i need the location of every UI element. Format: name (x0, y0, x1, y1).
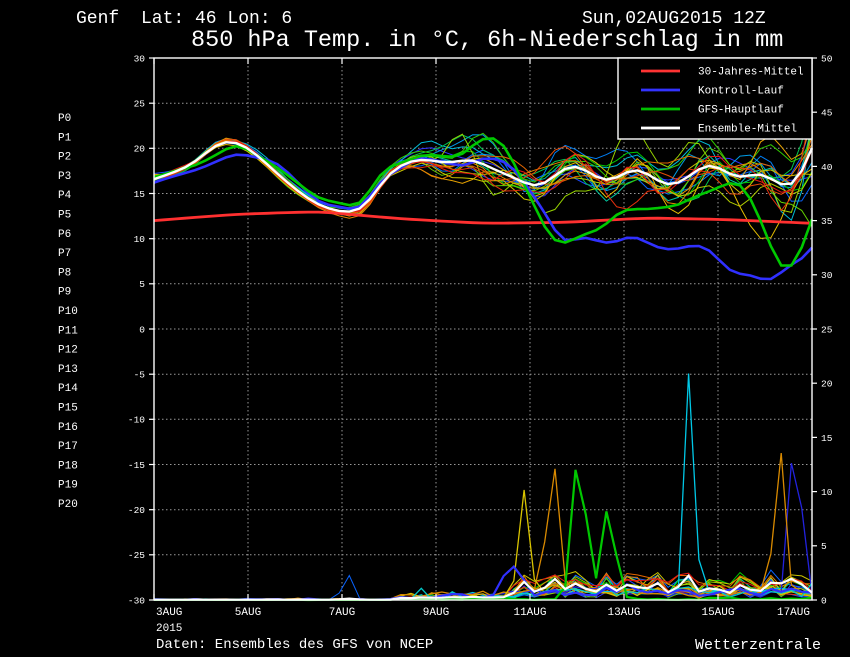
svg-text:9AUG: 9AUG (423, 607, 449, 619)
svg-text:11AUG: 11AUG (513, 607, 546, 619)
svg-text:25: 25 (134, 99, 146, 110)
svg-text:Ensemble-Mittel: Ensemble-Mittel (698, 124, 797, 136)
svg-text:P1: P1 (58, 132, 72, 144)
svg-text:P16: P16 (58, 422, 78, 434)
svg-text:P7: P7 (58, 248, 71, 260)
svg-text:Daten: Ensembles des GFS von N: Daten: Ensembles des GFS von NCEP (156, 637, 433, 653)
svg-text:0: 0 (139, 324, 145, 335)
svg-text:-15: -15 (128, 460, 145, 471)
svg-text:10: 10 (821, 487, 833, 498)
svg-text:P2: P2 (58, 152, 71, 164)
svg-text:20: 20 (821, 379, 833, 390)
svg-text:3AUG: 3AUG (156, 607, 182, 619)
svg-text:P9: P9 (58, 287, 71, 299)
svg-text:P18: P18 (58, 460, 78, 472)
svg-text:P20: P20 (58, 499, 78, 511)
svg-text:20: 20 (134, 144, 146, 155)
svg-text:Lat: 46 Lon: 6: Lat: 46 Lon: 6 (141, 9, 292, 29)
svg-text:0: 0 (821, 595, 827, 606)
svg-text:40: 40 (821, 162, 833, 173)
svg-text:7AUG: 7AUG (329, 607, 355, 619)
svg-text:30: 30 (134, 53, 146, 64)
svg-text:45: 45 (821, 108, 833, 119)
svg-text:15: 15 (134, 189, 146, 200)
svg-text:P6: P6 (58, 229, 71, 241)
svg-text:-5: -5 (134, 370, 146, 381)
svg-text:15AUG: 15AUG (701, 607, 734, 619)
svg-text:30-Jahres-Mittel: 30-Jahres-Mittel (698, 67, 804, 79)
svg-text:-20: -20 (128, 505, 145, 516)
svg-text:Kontroll-Lauf: Kontroll-Lauf (698, 86, 784, 98)
svg-text:5AUG: 5AUG (235, 607, 261, 619)
svg-text:Wetterzentrale: Wetterzentrale (695, 637, 821, 654)
svg-text:P17: P17 (58, 441, 78, 453)
svg-text:P14: P14 (58, 383, 78, 395)
svg-text:GFS-Hauptlauf: GFS-Hauptlauf (698, 105, 784, 117)
svg-text:-10: -10 (128, 415, 145, 426)
svg-text:5: 5 (139, 279, 145, 290)
svg-text:P3: P3 (58, 171, 71, 183)
svg-text:50: 50 (821, 53, 833, 64)
svg-text:10: 10 (134, 234, 146, 245)
svg-text:17AUG: 17AUG (777, 607, 810, 619)
svg-text:P13: P13 (58, 364, 78, 376)
svg-text:-25: -25 (128, 550, 145, 561)
svg-text:25: 25 (821, 324, 833, 335)
svg-text:850 hPa Temp. in °C, 6h-Nieder: 850 hPa Temp. in °C, 6h-Niederschlag in … (191, 27, 783, 54)
svg-text:15: 15 (821, 433, 833, 444)
svg-text:35: 35 (821, 216, 833, 227)
svg-text:Genf: Genf (76, 9, 119, 29)
svg-text:-30: -30 (128, 595, 145, 606)
svg-text:P15: P15 (58, 403, 78, 415)
svg-text:13AUG: 13AUG (607, 607, 640, 619)
svg-text:30: 30 (821, 270, 833, 281)
svg-text:5: 5 (821, 541, 827, 552)
svg-text:P19: P19 (58, 480, 78, 492)
svg-text:P0: P0 (58, 113, 71, 125)
svg-text:Sun,02AUG2015 12Z: Sun,02AUG2015 12Z (582, 9, 766, 29)
svg-text:P5: P5 (58, 210, 71, 222)
svg-text:P8: P8 (58, 267, 71, 279)
svg-text:P11: P11 (58, 325, 78, 337)
svg-text:P4: P4 (58, 190, 72, 202)
svg-text:P10: P10 (58, 306, 78, 318)
svg-text:2015: 2015 (156, 623, 182, 635)
svg-text:P12: P12 (58, 345, 78, 357)
